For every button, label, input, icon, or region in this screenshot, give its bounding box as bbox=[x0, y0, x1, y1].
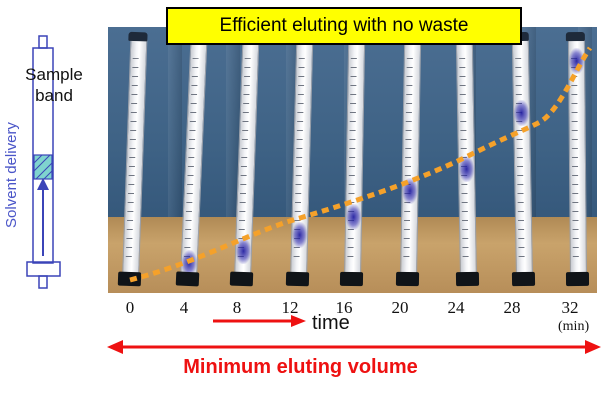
time-tick-0: 0 bbox=[125, 298, 135, 317]
time-arrow-icon bbox=[213, 315, 306, 327]
banner-title: Efficient eluting with no waste bbox=[166, 7, 522, 45]
time-label: time bbox=[312, 312, 350, 334]
time-tick-4: 4 bbox=[179, 298, 189, 317]
syringe-barrel bbox=[32, 47, 54, 264]
time-tick-24: 24 bbox=[447, 298, 465, 317]
time-tick-12: 12 bbox=[281, 298, 299, 317]
time-tick-8: 8 bbox=[232, 298, 242, 317]
volume-double-arrow-icon bbox=[107, 340, 601, 354]
syringe-diagram bbox=[26, 35, 61, 289]
column-photo bbox=[108, 27, 597, 293]
sample-band-fill bbox=[34, 155, 52, 179]
time-tick-20: 20 bbox=[391, 298, 409, 317]
time-unit-label: (min) bbox=[558, 319, 590, 334]
time-tick-28: 28 bbox=[503, 298, 521, 317]
sample-label-line2: band bbox=[35, 86, 73, 105]
minimum-eluting-volume-label: Minimum eluting volume bbox=[183, 356, 418, 378]
sample-band-hatch bbox=[33, 154, 53, 180]
time-tick-16: 16 bbox=[335, 298, 353, 317]
sample-band-label: Sample band bbox=[14, 64, 94, 106]
time-tick-32: 32 bbox=[561, 298, 579, 317]
sample-label-line1: Sample bbox=[25, 65, 83, 84]
syringe-bottom-knob bbox=[38, 275, 48, 289]
